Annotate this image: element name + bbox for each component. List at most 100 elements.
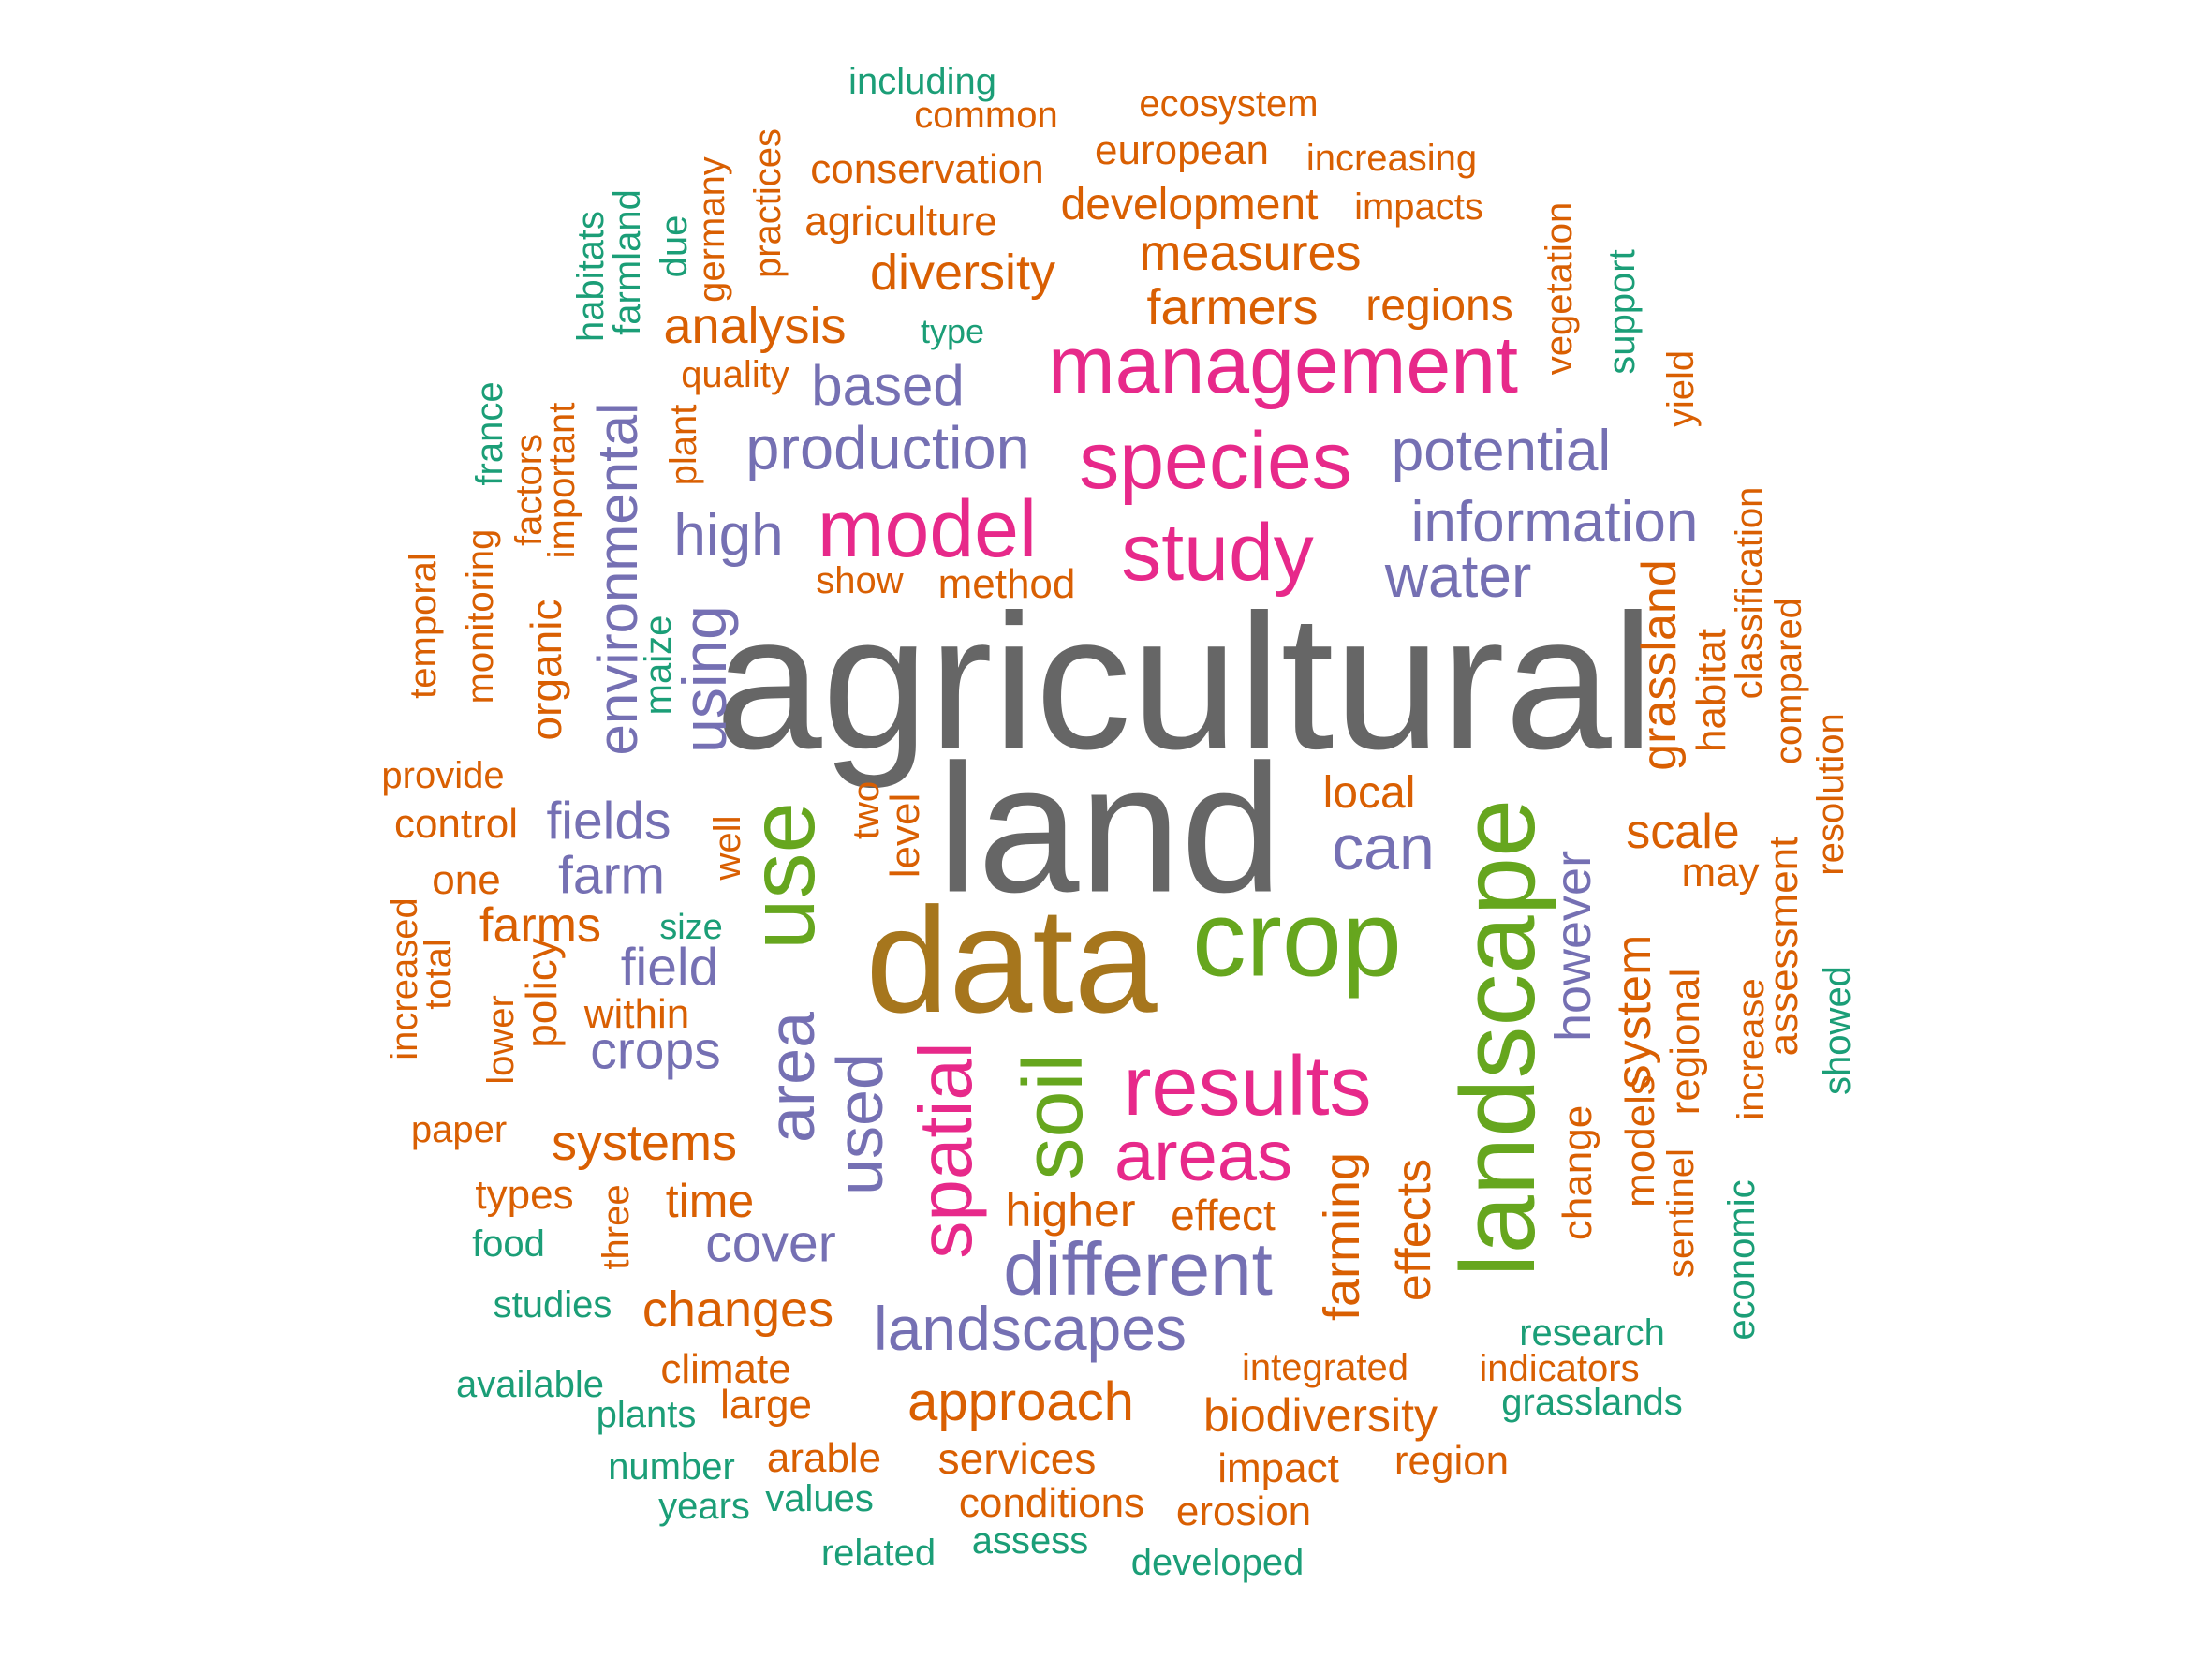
word-scale: scale [1626,805,1740,859]
word-can: can [1332,812,1435,883]
word-monitoring: monitoring [460,528,501,704]
word-temporal: temporal [403,553,444,699]
word-related: related [820,1533,936,1574]
word-plant: plant [663,404,704,486]
word-farms: farms [479,898,601,953]
word-european: european [1095,127,1269,173]
word-grassland: grassland [1632,559,1687,771]
word-study: study [1121,508,1314,598]
word-studies: studies [493,1284,612,1326]
word-fields: fields [546,791,671,852]
word-effects: effects [1387,1158,1441,1302]
word-agriculture: agriculture [804,199,997,244]
word-yield: yield [1660,349,1702,428]
word-spatial: spatial [904,1042,987,1259]
word-system: system [1607,934,1661,1089]
word-production: production [745,413,1030,482]
word-important: important [541,402,582,559]
word-policy: policy [517,938,566,1048]
word-however: however [1545,850,1601,1043]
word-results: results [1123,1040,1372,1133]
word-biodiversity: biodiversity [1202,1389,1438,1442]
word-france: france [469,381,510,486]
word-control: control [393,801,519,847]
word-developed: developed [1130,1542,1305,1583]
word-impact: impact [1217,1445,1339,1491]
word-water: water [1384,542,1532,610]
word-grasslands: grasslands [1501,1382,1683,1423]
word-three: three [596,1184,637,1270]
word-erosion: erosion [1175,1489,1312,1534]
word-development: development [1060,180,1319,230]
word-habitat: habitat [1688,628,1734,753]
word-values: values [765,1478,874,1519]
word-including: including [848,61,996,102]
word-landscapes: landscapes [874,1294,1187,1363]
word-habitats: habitats [570,210,612,343]
word-two: two [846,780,887,840]
word-farming: farming [1314,1151,1370,1322]
word-model: model [817,484,1038,574]
word-soil: soil [1007,1053,1100,1180]
word-change: change [1555,1104,1600,1241]
word-show: show [816,560,904,601]
word-germany: germany [691,156,732,303]
word-systems: systems [551,1115,738,1171]
word-climate: climate [660,1346,791,1392]
word-conditions: conditions [958,1480,1145,1526]
word-regions: regions [1365,281,1513,331]
word-one: one [432,857,501,903]
word-land: land [936,726,1283,931]
word-landscape: landscape [1439,798,1556,1278]
word-may: may [1681,850,1760,896]
word-provide: provide [381,755,505,796]
word-analysis: analysis [663,298,847,354]
word-management: management [1048,320,1518,410]
word-use: use [730,801,833,951]
word-data: data [865,876,1158,1044]
word-within: within [583,991,690,1037]
word-type: type [920,312,985,350]
word-time: time [665,1175,755,1227]
word-common: common [914,95,1058,136]
word-changes: changes [641,1281,834,1338]
word-agricultural: agricultural [715,574,1655,790]
word-organic: organic [522,599,570,741]
word-higher: higher [1005,1184,1136,1237]
word-farmland: farmland [607,189,648,335]
word-field: field [620,937,719,998]
word-due: due [654,215,695,278]
word-showed: showed [1817,966,1858,1095]
word-ecosystem: ecosystem [1139,83,1319,125]
word-integrated: integrated [1242,1347,1408,1388]
word-based: based [811,354,965,417]
word-sentinel: sentinel [1660,1148,1702,1278]
word-maize: maize [638,615,679,716]
word-farmers: farmers [1146,279,1319,335]
word-support: support [1601,249,1643,375]
word-paper: paper [410,1109,508,1150]
word-effect: effect [1171,1191,1276,1239]
word-number: number [608,1446,735,1488]
word-local: local [1322,768,1416,818]
word-used: used [823,1053,896,1195]
word-services: services [937,1434,1097,1483]
word-compared: compared [1768,598,1809,764]
word-available: available [456,1364,604,1405]
word-crop: crop [1192,879,1402,1000]
word-regional: regional [1662,968,1708,1116]
word-practices: practices [747,127,789,279]
word-arable: arable [766,1435,882,1481]
word-conservation: conservation [810,146,1044,192]
word-information: information [1410,490,1699,555]
word-farm: farm [558,845,665,906]
word-models: models [1617,1074,1663,1207]
word-species: species [1079,416,1352,506]
word-years: years [658,1486,750,1527]
word-assess: assess [971,1520,1089,1562]
word-food: food [472,1223,545,1265]
word-large: large [720,1382,812,1428]
word-method: method [937,561,1076,607]
word-different: different [1003,1227,1273,1311]
